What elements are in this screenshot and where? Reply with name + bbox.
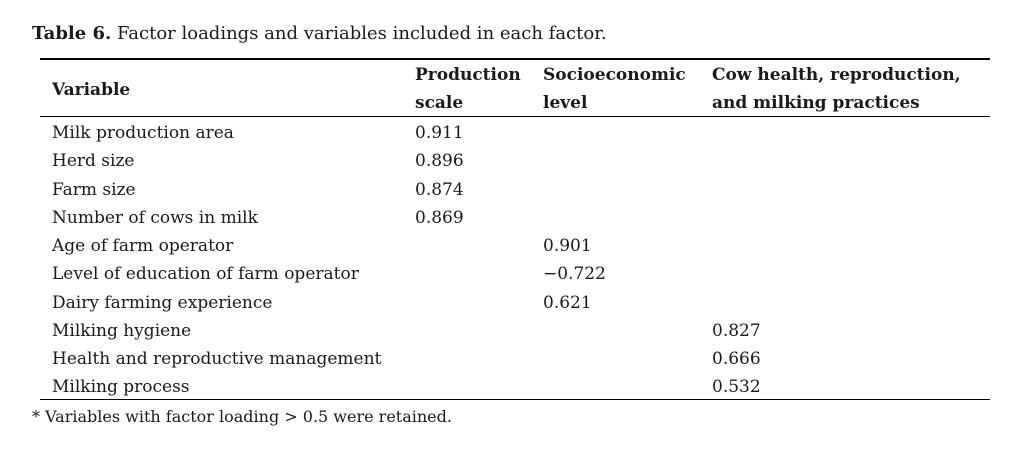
row-variable: Milking process	[52, 377, 190, 397]
row-loading-value: 0.896	[415, 151, 464, 171]
row-variable: Herd size	[52, 151, 135, 171]
row-loading-value: 0.911	[415, 123, 464, 143]
table-footnote: * Variables with factor loading > 0.5 we…	[32, 407, 452, 426]
table-top-rule	[40, 58, 990, 60]
row-variable: Level of education of farm operator	[52, 264, 359, 284]
row-variable: Milk production area	[52, 123, 234, 143]
row-loading-value: 0.901	[543, 236, 592, 256]
header-socioeconomic-line1: Socioeconomic	[543, 65, 686, 85]
row-loading-value: 0.827	[712, 321, 761, 341]
row-loading-value: 0.621	[543, 293, 592, 313]
row-loading-value: 0.869	[415, 208, 464, 228]
table-caption: Table 6. Factor loadings and variables i…	[32, 22, 607, 46]
header-cow-health-line1: Cow health, reproduction,	[712, 65, 961, 85]
header-production-scale-line1: Production	[415, 65, 521, 85]
table-header-rule	[40, 116, 990, 117]
header-cow-health-line2: and milking practices	[712, 93, 920, 113]
table-caption-text: Factor loadings and variables included i…	[111, 23, 607, 44]
row-variable: Age of farm operator	[52, 236, 234, 256]
row-variable: Dairy farming experience	[52, 293, 273, 313]
header-variable: Variable	[52, 80, 131, 100]
header-socioeconomic-line2: level	[543, 93, 588, 113]
header-production-scale-line2: scale	[415, 93, 464, 113]
row-variable: Farm size	[52, 180, 136, 200]
row-loading-value: 0.532	[712, 377, 761, 397]
row-loading-value: −0.722	[543, 264, 606, 284]
row-variable: Health and reproductive management	[52, 349, 382, 369]
row-variable: Milking hygiene	[52, 321, 192, 341]
row-loading-value: 0.666	[712, 349, 761, 369]
row-variable: Number of cows in milk	[52, 208, 258, 228]
row-loading-value: 0.874	[415, 180, 464, 200]
table-label: Table 6.	[32, 23, 112, 44]
table-bottom-rule	[40, 399, 990, 400]
